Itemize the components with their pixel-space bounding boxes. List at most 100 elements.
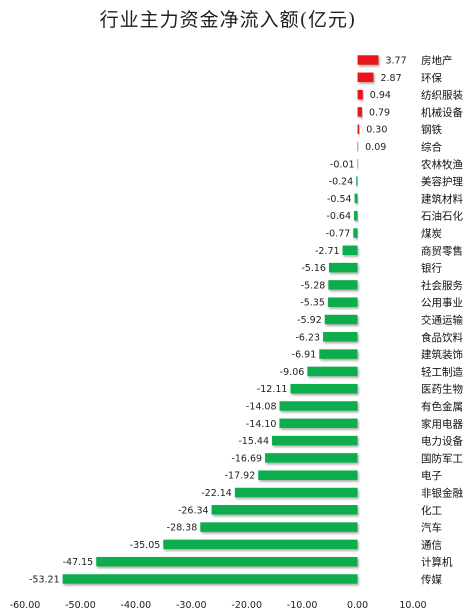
value-label: -0.64 bbox=[326, 211, 351, 222]
value-label: 0.94 bbox=[370, 90, 391, 101]
value-label: 3.77 bbox=[385, 56, 406, 67]
value-label: -17.92 bbox=[225, 471, 256, 482]
value-label: -5.35 bbox=[300, 298, 325, 309]
value-label: 2.87 bbox=[380, 73, 401, 84]
bar-通信 bbox=[163, 539, 358, 550]
bar-医药生物 bbox=[290, 383, 358, 394]
bar-有色金属 bbox=[279, 401, 358, 411]
category-label: 计算机 bbox=[421, 556, 453, 569]
x-tick-label: 10.00 bbox=[399, 600, 426, 611]
bar-公用事业 bbox=[327, 297, 358, 307]
bar-国防军工 bbox=[265, 453, 358, 463]
category-label: 综合 bbox=[421, 141, 442, 154]
value-label: -9.06 bbox=[280, 367, 305, 378]
category-label: 电子 bbox=[421, 469, 442, 482]
category-label: 交通运输 bbox=[421, 314, 463, 327]
bars-layer bbox=[62, 55, 379, 584]
bar-非银金融 bbox=[234, 487, 358, 498]
x-tick-label: -30.00 bbox=[176, 600, 207, 611]
bar-传媒 bbox=[62, 574, 358, 584]
value-label: -5.28 bbox=[301, 280, 326, 291]
x-tick-label: -60.00 bbox=[10, 600, 41, 611]
value-label: -12.11 bbox=[257, 384, 288, 395]
bar-石油石化 bbox=[354, 210, 358, 221]
category-label: 钢铁 bbox=[421, 123, 442, 136]
bar-机械设备 bbox=[357, 107, 362, 117]
value-label: -6.91 bbox=[292, 350, 317, 361]
bar-建筑材料 bbox=[354, 193, 358, 204]
bar-社会服务 bbox=[328, 280, 358, 290]
category-label: 机械设备 bbox=[421, 106, 463, 119]
value-label: 0.09 bbox=[365, 142, 386, 153]
bar-银行 bbox=[328, 262, 358, 273]
bar-建筑装饰 bbox=[319, 349, 358, 359]
category-label: 石油石化 bbox=[421, 210, 463, 223]
category-label: 商贸零售 bbox=[421, 244, 463, 257]
x-tick-label: -10.00 bbox=[287, 600, 318, 611]
x-tick-label: 0.00 bbox=[347, 600, 368, 611]
x-tick-label: -40.00 bbox=[121, 600, 152, 611]
category-label: 环保 bbox=[421, 71, 442, 84]
category-label: 化工 bbox=[421, 504, 442, 517]
category-label: 农林牧渔 bbox=[421, 158, 463, 171]
value-label: -14.10 bbox=[246, 419, 277, 430]
value-label: -15.44 bbox=[238, 436, 269, 447]
value-label: -5.92 bbox=[297, 315, 322, 326]
value-label: -35.05 bbox=[130, 540, 161, 551]
category-label: 食品饮料 bbox=[421, 331, 463, 344]
category-label: 国防军工 bbox=[421, 452, 463, 465]
category-label: 轻工制造 bbox=[421, 365, 463, 378]
bar-化工 bbox=[211, 505, 358, 515]
value-label: -16.69 bbox=[231, 453, 262, 464]
bar-环保 bbox=[357, 72, 374, 83]
value-label: -47.15 bbox=[63, 557, 94, 568]
value-labels-layer: 3.77 2.87 0.94 0.79 0.30 0.09 -0.01 -0.24 -0.54 -… bbox=[29, 56, 407, 586]
bar-美容护理 bbox=[356, 176, 358, 186]
x-tick-label: -20.00 bbox=[231, 600, 262, 611]
category-label: 建筑装饰 bbox=[421, 348, 463, 361]
value-label: -0.24 bbox=[329, 177, 354, 188]
category-label: 医药生物 bbox=[421, 383, 463, 396]
bar-电子 bbox=[258, 470, 358, 480]
category-label: 汽车 bbox=[421, 521, 442, 534]
x-tick-label: -50.00 bbox=[65, 600, 96, 611]
category-label: 建筑材料 bbox=[421, 192, 463, 205]
bar-农林牧渔 bbox=[357, 159, 359, 169]
category-label: 美容护理 bbox=[421, 175, 463, 188]
value-label: -0.54 bbox=[327, 194, 352, 205]
category-label: 纺织服装 bbox=[421, 89, 463, 102]
bar-商贸零售 bbox=[342, 245, 358, 256]
value-label: -5.16 bbox=[301, 263, 326, 274]
bar-煤炭 bbox=[353, 228, 358, 238]
value-label: -0.01 bbox=[330, 159, 355, 170]
bar-交通运输 bbox=[324, 314, 358, 325]
category-label: 通信 bbox=[421, 539, 442, 551]
value-label: -22.14 bbox=[201, 488, 232, 499]
category-label: 非银金融 bbox=[421, 487, 463, 500]
value-label: -14.08 bbox=[246, 402, 277, 413]
chart-title: 行业主力资金净流入额(亿元) bbox=[100, 9, 357, 31]
category-label: 家用电器 bbox=[421, 417, 463, 430]
bar-电力设备 bbox=[271, 435, 358, 446]
bar-家用电器 bbox=[279, 418, 358, 429]
bar-纺织服装 bbox=[357, 89, 363, 100]
value-label: -26.34 bbox=[178, 505, 209, 516]
category-label: 社会服务 bbox=[421, 279, 463, 292]
x-axis: -60.00 -50.00 -40.00 -30.00 -20.00 -10.00 0.00… bbox=[10, 600, 427, 611]
value-label: -0.77 bbox=[326, 229, 351, 240]
value-label: -53.21 bbox=[29, 575, 60, 586]
value-label: -2.71 bbox=[315, 246, 340, 257]
value-label: 0.79 bbox=[369, 107, 390, 118]
value-label: 0.30 bbox=[366, 125, 387, 136]
bar-汽车 bbox=[200, 522, 358, 532]
value-label: -6.23 bbox=[295, 332, 320, 343]
bar-综合 bbox=[357, 141, 359, 152]
bar-计算机 bbox=[96, 556, 358, 567]
bar-轻工制造 bbox=[307, 366, 358, 377]
category-label: 银行 bbox=[421, 262, 442, 275]
bar-食品饮料 bbox=[323, 332, 358, 342]
category-label: 有色金属 bbox=[421, 400, 463, 413]
category-label: 房地产 bbox=[421, 54, 453, 67]
bar-房地产 bbox=[357, 55, 379, 65]
